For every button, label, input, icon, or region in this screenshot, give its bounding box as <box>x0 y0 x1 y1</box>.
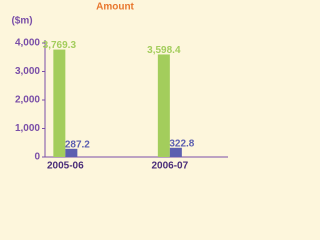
y-tick-label: 2,000 <box>15 95 40 106</box>
bar <box>53 49 66 157</box>
x-tick-label: 2006-07 <box>151 161 188 172</box>
bar <box>157 54 170 157</box>
x-tick-label: 2005-06 <box>47 161 84 172</box>
y-tick-label: 3,000 <box>15 66 40 77</box>
page: {"chart_data": {"type": "bar", "title": … <box>0 0 230 173</box>
y-tick-label: 0 <box>34 152 40 163</box>
value-label: 322.8 <box>169 138 194 149</box>
y-tick-label: 4,000 <box>15 38 40 49</box>
y-tick-label: 1,000 <box>15 123 40 134</box>
y-axis-label: ($m) <box>11 16 32 27</box>
value-label: 287.2 <box>65 139 90 150</box>
value-label: 3,769.3 <box>43 40 77 51</box>
value-label: 3,598.4 <box>147 45 181 56</box>
bar <box>169 147 182 157</box>
bar <box>65 148 78 157</box>
background <box>0 0 230 173</box>
chart-title: Amount <box>96 2 134 13</box>
chart: Amount ($m) 0 1,000 2,000 3,000 4,000 2005-06… <box>0 0 230 173</box>
